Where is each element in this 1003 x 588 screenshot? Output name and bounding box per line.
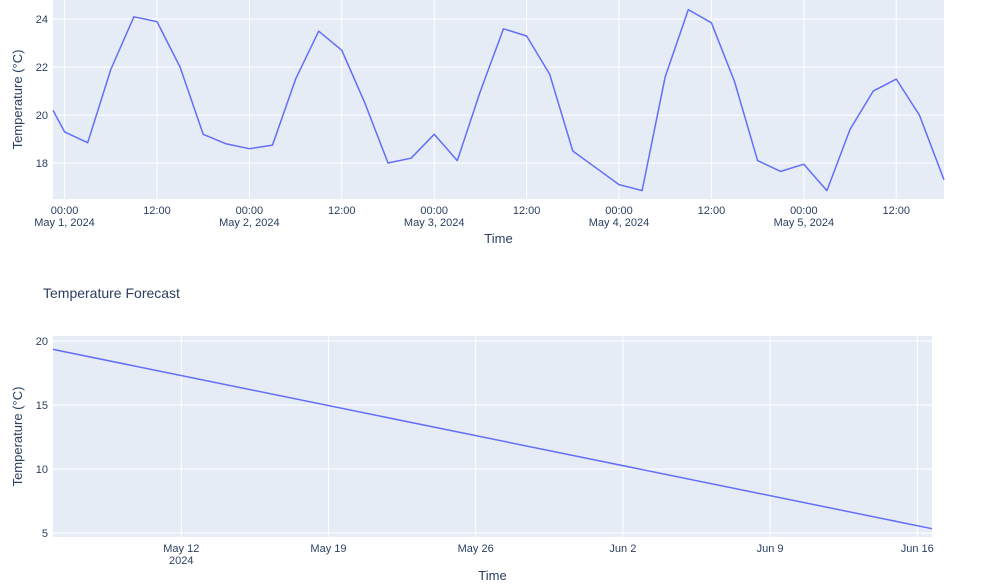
x-tick-sublabel: May 5, 2024 — [774, 217, 835, 229]
x-tick-label: 12:00 — [513, 205, 541, 217]
x-tick-label: 00:00 — [420, 205, 448, 217]
x-tick-label: May 12 — [163, 543, 199, 555]
y-tick-label: 10 — [36, 464, 48, 476]
plot-area-2 — [53, 336, 932, 537]
y-ticks-2: 5 10 15 20 — [36, 336, 48, 540]
chart-title-2: Temperature Forecast — [43, 285, 180, 301]
y-tick-label: 22 — [36, 62, 48, 74]
x-tick-label: 00:00 — [51, 205, 79, 217]
x-tick-label: Jun 9 — [757, 543, 784, 555]
x-tick-label: May 26 — [458, 543, 494, 555]
x-tick-label: 12:00 — [328, 205, 356, 217]
plot-area-1 — [53, 0, 944, 199]
x-axis-title-2: Time — [478, 568, 506, 583]
x-tick-sublabel: 2024 — [169, 555, 193, 567]
x-axis-title-1: Time — [484, 231, 512, 246]
y-tick-label: 5 — [42, 528, 48, 540]
series-lines-2 — [52, 348, 933, 530]
y-tick-label: 24 — [36, 14, 48, 26]
series-line — [52, 8, 945, 192]
y-ticks-1: 18 20 22 24 — [36, 14, 48, 170]
x-tick-sublabel: May 1, 2024 — [34, 217, 95, 229]
x-tick-label: Jun 16 — [901, 543, 934, 555]
y-tick-label: 15 — [36, 400, 48, 412]
x-tick-sublabel: May 2, 2024 — [219, 217, 280, 229]
x-tick-label: May 19 — [310, 543, 346, 555]
series-line — [52, 348, 933, 530]
x-tick-label: 00:00 — [236, 205, 264, 217]
x-tick-label: 00:00 — [790, 205, 818, 217]
y-tick-label: 20 — [36, 336, 48, 348]
series-lines-1 — [52, 8, 945, 192]
x-tick-label: 12:00 — [698, 205, 726, 217]
grid-2 — [53, 336, 932, 537]
x-tick-label: 12:00 — [143, 205, 171, 217]
x-tick-sublabel: May 4, 2024 — [589, 217, 650, 229]
y-tick-label: 18 — [36, 158, 48, 170]
y-tick-label: 20 — [36, 110, 48, 122]
x-tick-label: Jun 2 — [609, 543, 636, 555]
x-tick-sublabel: May 3, 2024 — [404, 217, 465, 229]
grid-1 — [53, 0, 944, 199]
y-axis-title-2: Temperature (°C) — [10, 387, 25, 487]
x-tick-label: 12:00 — [882, 205, 910, 217]
y-axis-title-1: Temperature (°C) — [10, 50, 25, 150]
x-tick-label: 00:00 — [605, 205, 633, 217]
